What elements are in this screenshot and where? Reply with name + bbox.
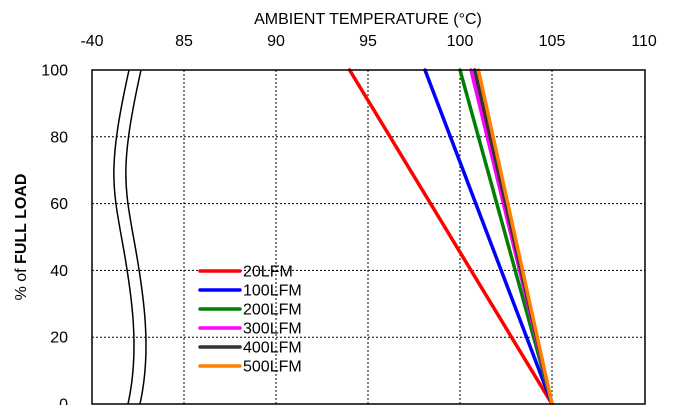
y-tick-labels: 0 20 40 60 80 100 <box>41 63 68 405</box>
series-line <box>458 68 554 405</box>
x-tick-label: 90 <box>267 33 285 50</box>
axis-break-symbol <box>113 69 147 405</box>
series-line <box>476 68 554 405</box>
plot-frame <box>91 69 646 405</box>
legend-label: 20LFM <box>243 264 293 281</box>
axis-break-band <box>114 70 141 404</box>
x-tick-label: -40 <box>80 33 103 50</box>
x-axis-label: AMBIENT TEMPERATURE (°C) <box>254 11 482 28</box>
y-tick-label: 20 <box>50 330 68 347</box>
y-axis-label-emphasis: FULL LOAD <box>13 174 30 264</box>
y-tick-label: 80 <box>50 129 68 146</box>
legend: 20LFM 100LFM 200LFM 300LFM 400LFM 500LFM <box>198 264 302 376</box>
grid-lines <box>92 70 645 404</box>
legend-label: 200LFM <box>243 302 302 319</box>
y-tick-label: 0 <box>59 397 68 405</box>
legend-label: 400LFM <box>243 340 302 357</box>
x-tick-label: 95 <box>359 33 377 50</box>
legend-label: 100LFM <box>243 283 302 300</box>
series-lines <box>347 68 554 405</box>
y-axis-label-prefix: % of <box>13 264 30 300</box>
y-axis-label: % of FULL LOAD <box>13 174 30 301</box>
legend-label: 500LFM <box>243 359 302 376</box>
y-tick-label: 60 <box>50 196 68 213</box>
x-tick-label: 105 <box>539 33 566 50</box>
x-tick-labels: -40 85 90 95 100 105 110 <box>80 33 656 50</box>
x-tick-label: 100 <box>447 33 474 50</box>
x-tick-label: 110 <box>631 33 657 50</box>
series-line <box>347 68 554 405</box>
axis-break-line <box>113 69 135 405</box>
series-line <box>423 68 554 405</box>
y-tick-label: 40 <box>50 263 68 280</box>
axis-break-line <box>125 69 147 405</box>
legend-label: 300LFM <box>243 321 302 338</box>
y-tick-label: 100 <box>41 63 68 80</box>
x-tick-label: 85 <box>175 33 193 50</box>
